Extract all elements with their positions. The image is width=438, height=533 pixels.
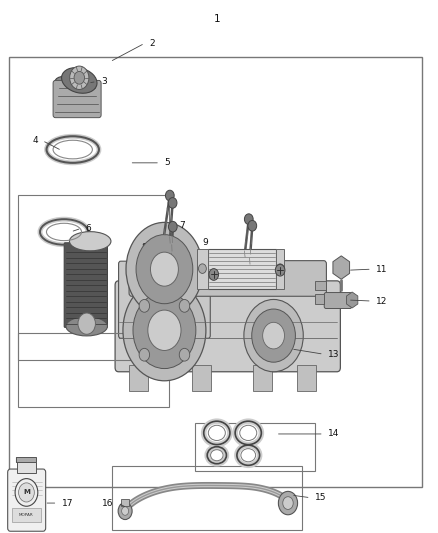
Circle shape [283,497,293,510]
Bar [276,249,285,288]
Ellipse shape [55,76,99,101]
Text: 12: 12 [376,296,388,305]
Text: 15: 15 [315,493,327,502]
FancyBboxPatch shape [324,293,352,309]
FancyBboxPatch shape [8,469,46,531]
Circle shape [118,503,132,520]
Bar [197,249,208,288]
Bar [192,365,211,391]
Text: 16: 16 [102,498,113,507]
Text: 2: 2 [149,39,155,48]
Circle shape [139,300,150,312]
Bar [12,508,41,522]
Text: 7: 7 [239,279,244,288]
Text: 4: 4 [32,136,38,145]
Ellipse shape [70,232,111,251]
Bar [253,365,272,391]
Text: 1: 1 [213,14,220,25]
Circle shape [18,483,34,502]
Text: 13: 13 [328,350,339,359]
Circle shape [168,198,177,208]
Circle shape [169,221,177,232]
Bar [10,56,422,487]
Text: 9: 9 [202,238,208,247]
Text: 5: 5 [164,158,170,167]
Text: 3: 3 [101,77,107,86]
Circle shape [74,71,85,84]
Text: 8: 8 [141,244,147,253]
Text: 17: 17 [62,498,73,507]
Bar [112,466,302,530]
Bar [129,365,148,391]
Circle shape [244,214,253,224]
Circle shape [78,313,95,334]
FancyBboxPatch shape [119,261,210,338]
FancyBboxPatch shape [53,80,101,118]
Bar [18,333,169,407]
Text: 7: 7 [180,221,185,230]
Circle shape [279,491,297,515]
Text: 10: 10 [241,258,252,266]
Circle shape [123,280,206,381]
Circle shape [122,507,129,515]
Circle shape [198,264,206,273]
Circle shape [252,309,295,362]
FancyBboxPatch shape [129,261,326,296]
Bar [195,423,315,471]
Circle shape [248,221,257,231]
Text: 10: 10 [170,287,181,296]
Circle shape [133,292,196,368]
Circle shape [70,66,89,90]
Circle shape [166,190,174,201]
Circle shape [244,300,303,372]
Text: 14: 14 [328,430,339,439]
Circle shape [126,222,203,316]
Bar [121,499,130,506]
FancyBboxPatch shape [115,281,340,372]
Bar [17,462,36,473]
Bar [315,294,324,304]
Ellipse shape [66,317,107,336]
Circle shape [136,235,193,304]
Circle shape [179,300,190,312]
Bar [315,281,326,290]
Text: MOPAR: MOPAR [19,513,34,518]
Text: 11: 11 [376,265,388,273]
Circle shape [263,322,285,349]
Circle shape [276,264,284,273]
FancyBboxPatch shape [64,243,107,327]
Circle shape [148,310,181,351]
Bar [18,195,169,360]
Circle shape [15,479,38,506]
Circle shape [139,349,150,361]
Circle shape [150,252,178,286]
Ellipse shape [62,68,97,93]
Bar [15,457,36,462]
Bar [208,249,276,288]
Circle shape [276,264,285,276]
Bar [297,365,316,391]
Text: M: M [23,489,30,496]
Circle shape [209,269,219,280]
Circle shape [179,349,190,361]
Text: 6: 6 [86,224,92,233]
